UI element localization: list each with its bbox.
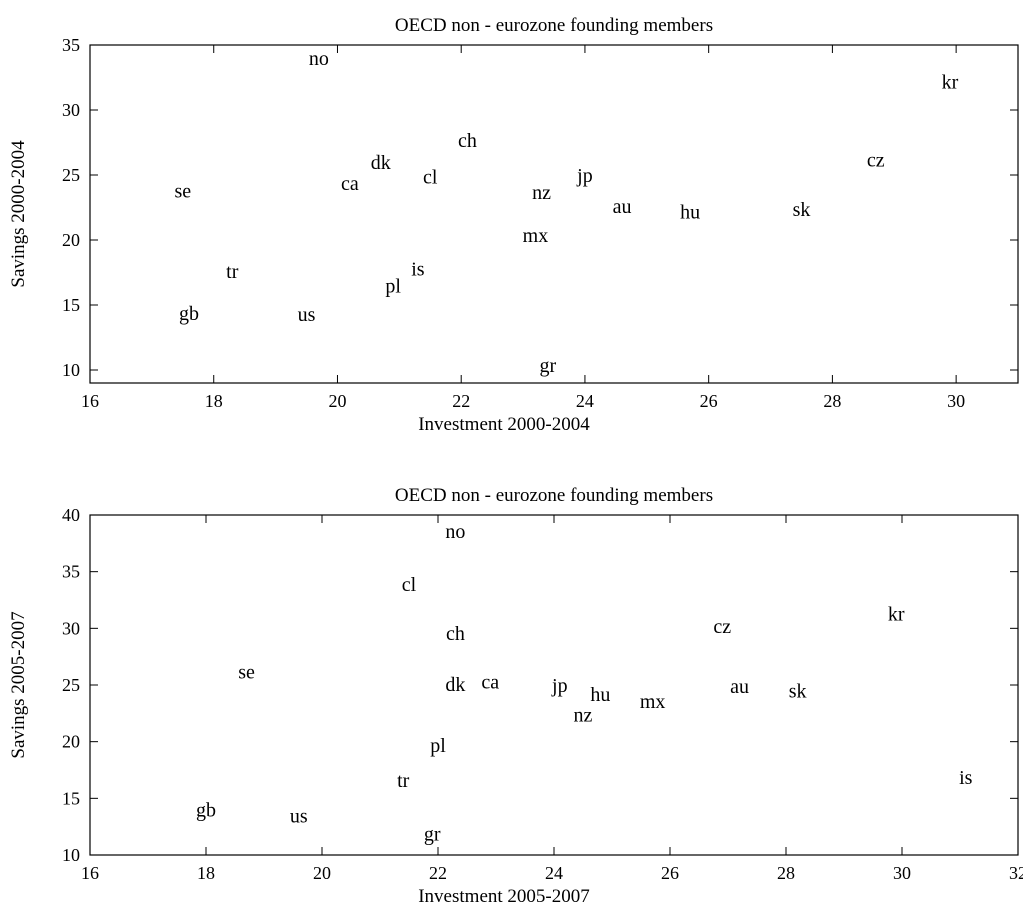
point-label-ch: ch — [458, 130, 477, 152]
y-tick-label: 35 — [62, 562, 80, 582]
x-axis-label: Investment 2005-2007 — [418, 886, 590, 907]
point-label-gb: gb — [179, 303, 199, 325]
point-label-ca: ca — [481, 672, 499, 694]
point-label-au: au — [613, 196, 632, 218]
scatter-panel-1: OECD non - eurozone founding members 16 18… — [8, 15, 1019, 435]
y-tick-label: 10 — [62, 845, 80, 865]
y-tick-label: 35 — [62, 35, 80, 55]
x-tick-label: 20 — [313, 863, 331, 883]
point-label-ca: ca — [341, 173, 359, 195]
x-tick-label: 16 — [81, 863, 99, 883]
point-label-us: us — [298, 304, 316, 326]
x-tick-label: 24 — [545, 863, 563, 883]
point-label-se: se — [174, 181, 191, 203]
point-label-us: us — [290, 805, 308, 827]
y-tick-label: 15 — [62, 788, 80, 808]
point-label-tr: tr — [226, 261, 239, 283]
point-label-no: no — [309, 48, 329, 70]
y-tick-label: 40 — [62, 505, 80, 525]
x-tick-label: 22 — [452, 391, 470, 411]
point-label-dk: dk — [371, 152, 391, 174]
chart-title: OECD non - eurozone founding members — [395, 485, 713, 506]
x-tick-label: 20 — [328, 391, 346, 411]
point-label-cl: cl — [423, 166, 438, 188]
point-label-cz: cz — [867, 149, 885, 171]
x-tick-label: 18 — [197, 863, 215, 883]
x-tick-label: 28 — [777, 863, 795, 883]
x-tick-label: 26 — [700, 391, 718, 411]
y-tick-label: 25 — [62, 675, 80, 695]
point-label-pl: pl — [430, 735, 446, 757]
point-label-gb: gb — [196, 800, 216, 822]
point-label-sk: sk — [789, 681, 807, 703]
point-label-nz: nz — [532, 182, 551, 204]
chart-title: OECD non - eurozone founding members — [395, 15, 713, 36]
x-tick-label: 18 — [205, 391, 223, 411]
x-tick-label: 22 — [429, 863, 447, 883]
point-label-nz: nz — [574, 704, 593, 726]
point-label-mx: mx — [640, 691, 666, 713]
y-tick-label: 30 — [62, 100, 80, 120]
point-label-gr: gr — [539, 355, 556, 377]
point-label-se: se — [238, 661, 255, 683]
y-tick-label: 25 — [62, 165, 80, 185]
point-label-tr: tr — [397, 770, 410, 792]
x-tick-label: 30 — [893, 863, 911, 883]
point-label-au: au — [730, 676, 749, 698]
point-label-pl: pl — [385, 276, 401, 298]
point-label-jp: jp — [551, 675, 568, 697]
x-tick-label: 16 — [81, 391, 99, 411]
point-label-cz: cz — [713, 616, 731, 638]
point-label-jp: jp — [576, 165, 593, 187]
point-label-cl: cl — [402, 574, 417, 596]
point-label-mx: mx — [523, 225, 549, 247]
point-label-is: is — [959, 767, 973, 789]
y-tick-label: 20 — [62, 230, 80, 250]
point-label-is: is — [411, 259, 425, 281]
point-label-sk: sk — [793, 199, 811, 221]
y-axis-label: Savings 2000-2004 — [8, 140, 29, 288]
y-tick-label: 10 — [62, 360, 80, 380]
point-label-hu: hu — [680, 201, 700, 223]
x-tick-label: 28 — [823, 391, 841, 411]
y-tick-label: 15 — [62, 295, 80, 315]
y-tick-label: 20 — [62, 732, 80, 752]
point-label-no: no — [445, 521, 465, 543]
y-tick-label: 30 — [62, 618, 80, 638]
x-tick-label: 30 — [947, 391, 965, 411]
x-axis-label: Investment 2000-2004 — [418, 414, 590, 435]
x-tick-label: 24 — [576, 391, 594, 411]
point-label-kr: kr — [888, 604, 905, 626]
point-label-ch: ch — [446, 623, 465, 645]
scatter-panel-2: OECD non - eurozone founding members 16 18… — [8, 485, 1023, 907]
point-label-kr: kr — [942, 71, 959, 93]
y-axis-label: Savings 2005-2007 — [8, 611, 29, 758]
plot-frame — [89, 44, 1019, 384]
x-tick-label: 32 — [1009, 863, 1023, 883]
x-tick-label: 26 — [661, 863, 679, 883]
point-label-dk: dk — [445, 674, 465, 696]
point-label-gr: gr — [424, 823, 441, 845]
point-label-hu: hu — [590, 684, 610, 706]
